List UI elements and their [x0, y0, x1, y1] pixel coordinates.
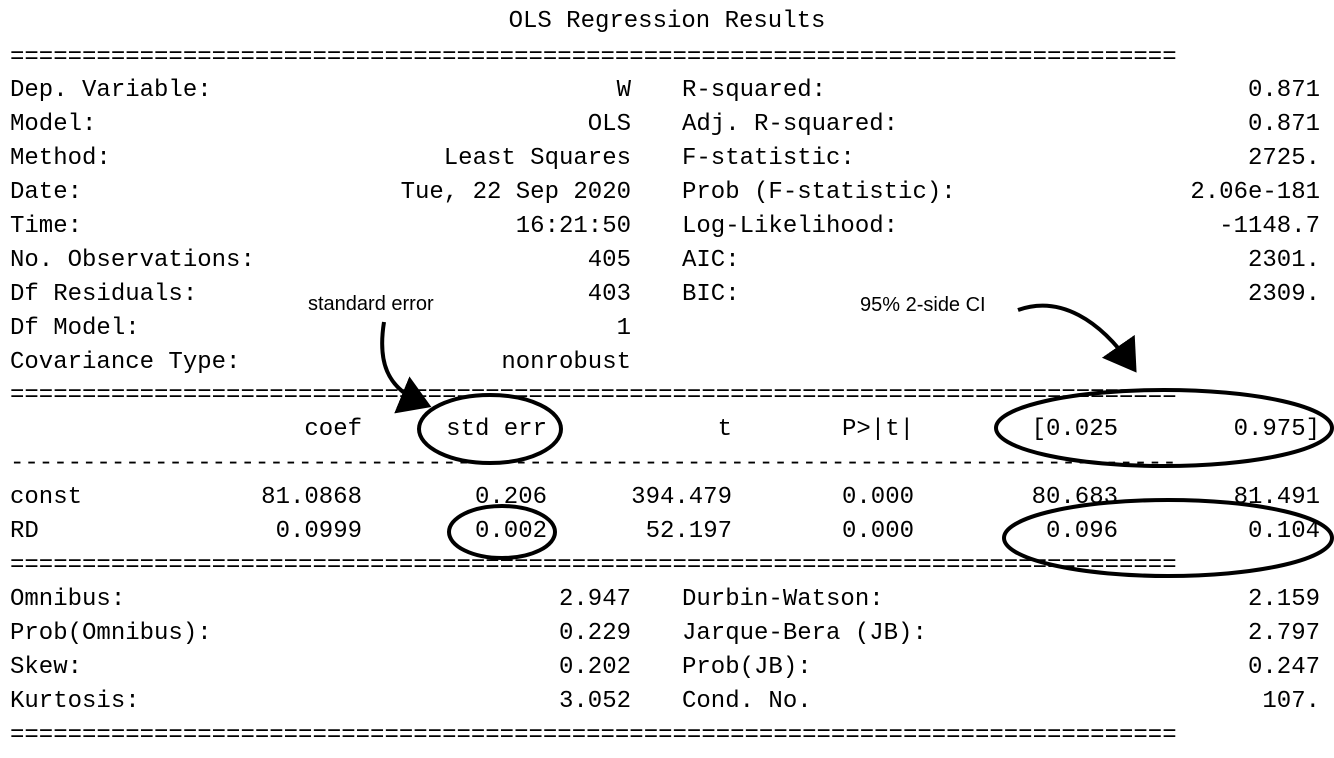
prob-f-statistic-value: 2.06e-181	[1190, 179, 1320, 206]
omnibus-label: Omnibus:	[10, 586, 126, 613]
bic-value: 2309.	[1247, 281, 1320, 308]
df-model-value: 1	[616, 315, 631, 342]
date-value: Tue, 22 Sep 2020	[400, 179, 631, 206]
dep-variable-label: Dep. Variable:	[10, 77, 212, 104]
time-label: Time:	[10, 213, 83, 240]
prob-f-statistic-label: Prob (F-statistic):	[682, 179, 956, 206]
r-squared-value: 0.871	[1247, 77, 1320, 104]
model-label: Model:	[10, 111, 97, 138]
durbin-watson-label: Durbin-Watson:	[682, 586, 884, 613]
aic-label: AIC:	[682, 247, 740, 274]
cond-no-label: Cond. No.	[682, 688, 812, 715]
r-squared-label: R-squared:	[682, 77, 827, 104]
p-value-cell: 0.000	[841, 518, 914, 545]
ci-upper-cell: 0.104	[1247, 518, 1320, 545]
ci-lower-cell: 0.096	[1045, 518, 1118, 545]
log-likelihood-value: -1148.7	[1219, 213, 1320, 240]
t-header: t	[717, 416, 732, 443]
t-cell: 52.197	[645, 518, 732, 545]
prob-omnibus-value: 0.229	[558, 620, 631, 647]
t-cell: 394.479	[631, 484, 732, 511]
model-value: OLS	[587, 111, 631, 138]
std-err-arrow	[380, 321, 432, 414]
method-value: Least Squares	[443, 145, 631, 172]
bic-label: BIC:	[682, 281, 740, 308]
std-err-header-circle	[417, 393, 563, 465]
coef-cell: 0.0999	[275, 518, 362, 545]
df-residuals-value: 403	[587, 281, 631, 308]
jarque-bera-label: Jarque-Bera (JB):	[682, 620, 927, 647]
ci-values-circle	[1002, 498, 1334, 578]
dep-variable-value: W	[616, 77, 631, 104]
durbin-watson-value: 2.159	[1247, 586, 1320, 613]
f-statistic-label: F-statistic:	[682, 145, 855, 172]
double-rule-4: ========================================…	[10, 722, 1177, 749]
adj-r-squared-label: Adj. R-squared:	[682, 111, 899, 138]
coef-cell: 81.0868	[261, 484, 362, 511]
covariance-type-label: Covariance Type:	[10, 349, 241, 376]
single-rule: ----------------------------------------…	[10, 450, 1177, 477]
prob-omnibus-label: Prob(Omnibus):	[10, 620, 212, 647]
kurtosis-value: 3.052	[558, 688, 631, 715]
df-model-label: Df Model:	[10, 315, 140, 342]
omnibus-value: 2.947	[558, 586, 631, 613]
aic-value: 2301.	[1247, 247, 1320, 274]
observations-label: No. Observations:	[10, 247, 255, 274]
p-value-header: P>|t|	[841, 416, 914, 443]
ci-upper-header: 0.975]	[1233, 416, 1320, 443]
std-err-annotation: standard error	[308, 293, 434, 315]
kurtosis-label: Kurtosis:	[10, 688, 140, 715]
f-statistic-value: 2725.	[1247, 145, 1320, 172]
std-err-value-circle	[447, 504, 557, 560]
p-value-cell: 0.000	[841, 484, 914, 511]
ci-header-circle	[994, 388, 1334, 468]
covariance-type-value: nonrobust	[501, 349, 631, 376]
date-label: Date:	[10, 179, 83, 206]
ci-lower-header: [0.025	[1031, 416, 1118, 443]
row-name: const	[10, 484, 83, 511]
std-err-header: std err	[446, 416, 547, 443]
method-label: Method:	[10, 145, 111, 172]
std-err-cell: 0.002	[474, 518, 547, 545]
double-rule-2: ========================================…	[10, 382, 1177, 409]
skew-value: 0.202	[558, 654, 631, 681]
prob-jb-value: 0.247	[1247, 654, 1320, 681]
skew-label: Skew:	[10, 654, 83, 681]
observations-value: 405	[587, 247, 631, 274]
double-rule-3: ========================================…	[10, 552, 1177, 579]
double-rule-1: ========================================…	[10, 44, 1177, 71]
row-name: RD	[10, 518, 39, 545]
coef-header: coef	[304, 416, 362, 443]
adj-r-squared-value: 0.871	[1247, 111, 1320, 138]
jarque-bera-value: 2.797	[1247, 620, 1320, 647]
time-value: 16:21:50	[515, 213, 631, 240]
prob-jb-label: Prob(JB):	[682, 654, 812, 681]
ci-arrow	[1017, 303, 1137, 373]
page-title: OLS Regression Results	[508, 8, 826, 35]
cond-no-value: 107.	[1262, 688, 1320, 715]
df-residuals-label: Df Residuals:	[10, 281, 198, 308]
log-likelihood-label: Log-Likelihood:	[682, 213, 899, 240]
ci-annotation: 95% 2-side CI	[860, 294, 986, 316]
